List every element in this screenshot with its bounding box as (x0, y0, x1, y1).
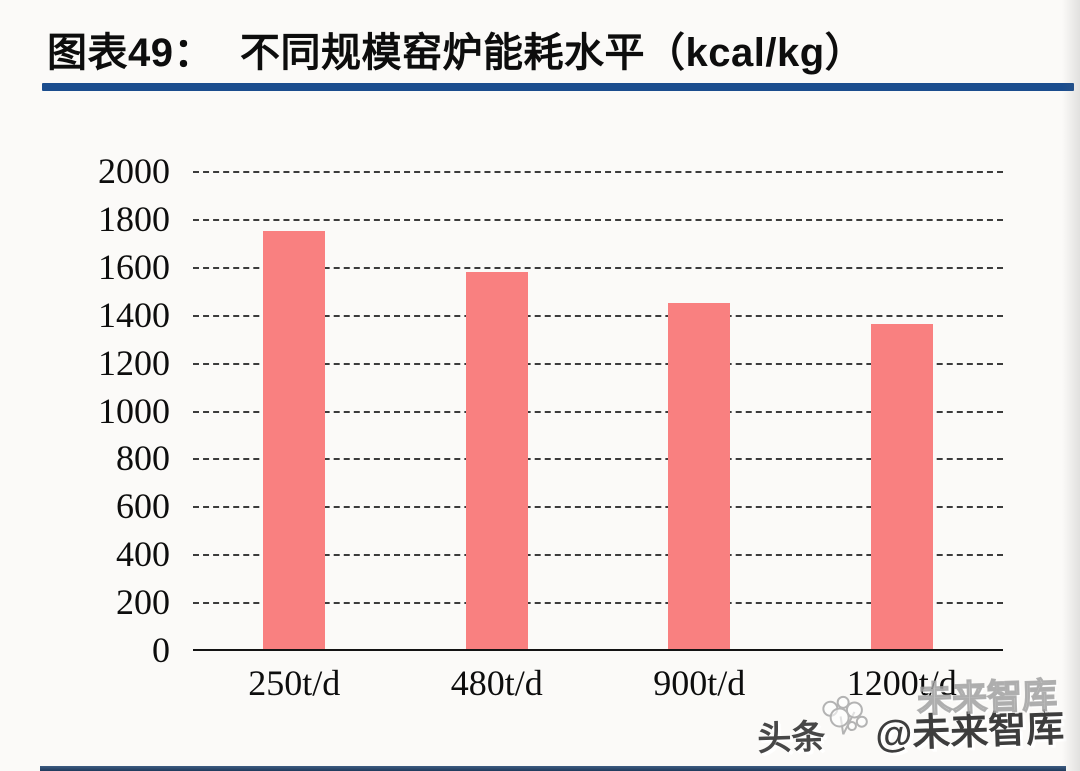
watermark-prefix: 头条 (756, 717, 826, 759)
y-tick-label-800: 800 (116, 438, 170, 479)
y-tick-label-1200: 1200 (98, 342, 170, 383)
dandelion-icon (816, 689, 880, 750)
gridline-1600 (193, 266, 1003, 269)
gridline-1000 (193, 410, 1003, 413)
y-tick-label-600: 600 (116, 486, 170, 527)
bottom-border-rule (40, 766, 1066, 771)
x-tick-label-250t/d: 250t/d (248, 663, 341, 703)
figure-title-text: 不同规模窑炉能耗水平（kcal/kg） (240, 31, 866, 75)
bar-250t/d (263, 230, 326, 650)
figure-number-label: 图表49： (47, 31, 214, 75)
bar-900t/d (668, 302, 731, 650)
y-tick-label-1800: 1800 (98, 198, 170, 239)
x-axis-line (193, 649, 1003, 651)
gridline-1400 (193, 314, 1003, 317)
gridline-2000 (193, 171, 1003, 173)
gridline-600 (193, 506, 1003, 509)
title-underline-rule (42, 83, 1074, 91)
y-tick-label-1600: 1600 (98, 246, 170, 287)
y-tick-label-400: 400 (116, 534, 170, 575)
bar-slot-1200t/d (801, 171, 1004, 650)
page-edge-shadow (1062, 0, 1080, 771)
bar-series (193, 171, 1003, 650)
x-tick-label-900t/d: 900t/d (653, 663, 746, 703)
bar-1200t/d (870, 324, 933, 650)
gridline-400 (193, 554, 1003, 557)
y-tick-label-1000: 1000 (98, 390, 170, 431)
gridline-1800 (193, 218, 1003, 221)
y-axis-labels: 0 200 400 600 800 1000 1200 1400 1600 1800 2000 (60, 153, 170, 668)
y-tick-label-0: 0 (152, 630, 170, 670)
y-tick-label-1400: 1400 (98, 294, 170, 335)
gridline-800 (193, 458, 1003, 461)
bar-480t/d (465, 271, 528, 650)
x-axis-labels: 250t/d 480t/d 900t/d 1200t/d (193, 662, 1003, 704)
y-tick-label-200: 200 (116, 582, 170, 623)
y-tick-label-2000: 2000 (98, 151, 170, 191)
bar-slot-900t/d (598, 171, 801, 650)
x-tick-label-1200t/d: 1200t/d (846, 663, 957, 703)
bar-slot-250t/d (193, 171, 396, 650)
watermark-handle: @未来智库 (874, 707, 1065, 757)
bar-slot-480t/d (396, 171, 599, 650)
x-tick-label-480t/d: 480t/d (450, 663, 543, 703)
gridline-200 (193, 602, 1003, 605)
bar-chart-plot-area (193, 171, 1003, 651)
figure-title: 图表49： 不同规模窑炉能耗水平（kcal/kg） (47, 20, 865, 78)
gridline-1200 (193, 362, 1003, 365)
watermark: 未来智库 头条 @未来智库 (756, 675, 1065, 759)
